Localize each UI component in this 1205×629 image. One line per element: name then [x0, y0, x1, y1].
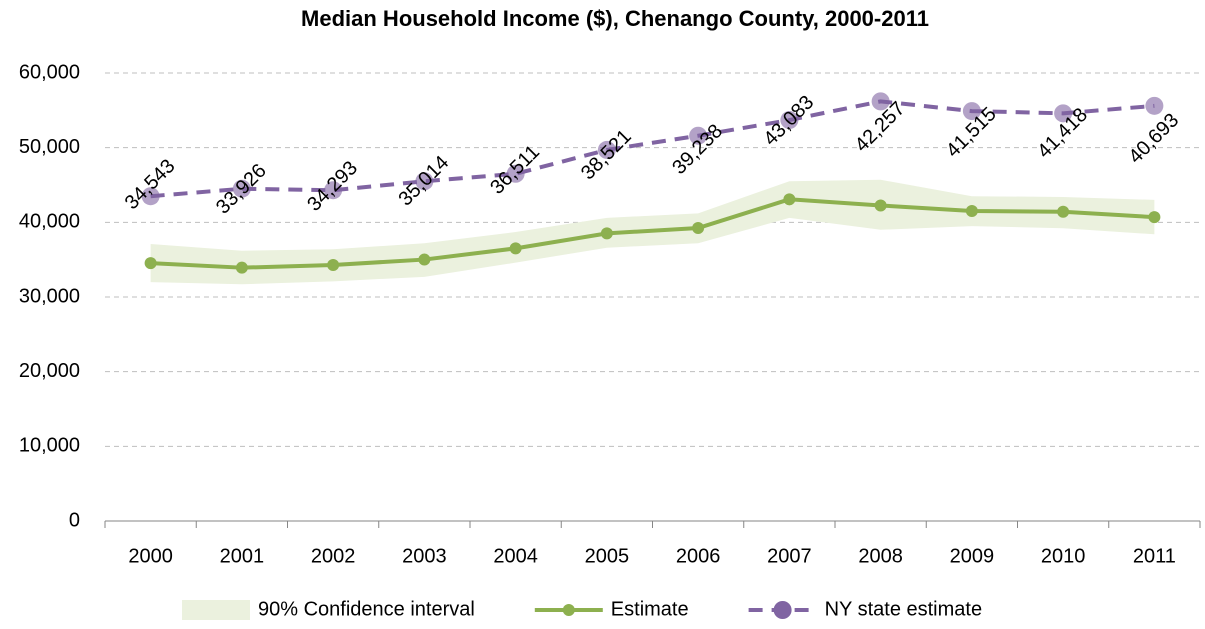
- legend-label: 90% Confidence interval: [258, 598, 475, 620]
- point: [689, 126, 708, 145]
- point: [235, 261, 248, 274]
- data-label: 43,083: [759, 91, 818, 150]
- point: [509, 242, 522, 255]
- data-label: 40,693: [1124, 109, 1183, 168]
- x-tick-label: 2007: [767, 545, 812, 567]
- y-tick-label: 0: [69, 509, 80, 531]
- x-tick-label: 2000: [128, 545, 173, 567]
- x-tick-label: 2010: [1041, 545, 1086, 567]
- x-tick-label: 2004: [493, 545, 538, 567]
- point: [692, 222, 705, 235]
- point: [962, 102, 981, 121]
- point: [327, 258, 340, 271]
- legend-swatch: [182, 600, 250, 620]
- point: [1148, 211, 1161, 224]
- point: [141, 187, 160, 206]
- point: [597, 140, 616, 159]
- legend-label: Estimate: [611, 598, 689, 620]
- point: [1057, 205, 1070, 218]
- y-tick-label: 10,000: [19, 435, 80, 457]
- data-label: 36,511: [486, 141, 544, 199]
- x-tick-label: 2008: [858, 545, 903, 567]
- point: [418, 253, 431, 266]
- y-tick-label: 30,000: [19, 285, 80, 307]
- data-label: 34,293: [303, 157, 362, 216]
- point: [324, 181, 343, 200]
- point: [871, 92, 890, 111]
- point: [506, 164, 525, 183]
- y-tick-label: 40,000: [19, 211, 80, 233]
- x-tick-label: 2009: [950, 545, 995, 567]
- point: [600, 227, 613, 240]
- y-tick-label: 60,000: [19, 61, 80, 83]
- legend-marker: [562, 604, 575, 616]
- point: [783, 193, 796, 206]
- data-label: 35,014: [394, 152, 453, 211]
- point: [965, 205, 978, 218]
- point: [1054, 104, 1073, 123]
- series-line: [150, 197, 1155, 270]
- point: [874, 199, 887, 212]
- legend-marker: [773, 601, 792, 619]
- point: [415, 172, 434, 191]
- legend-label: NY state estimate: [825, 598, 982, 620]
- x-tick-label: 2002: [311, 545, 356, 567]
- x-tick-label: 2011: [1133, 545, 1176, 567]
- x-tick-label: 2001: [220, 545, 265, 567]
- point: [144, 257, 157, 270]
- point: [780, 111, 799, 130]
- point: [232, 179, 251, 198]
- series-line: [150, 99, 1155, 199]
- x-tick-label: 2003: [402, 545, 447, 567]
- point: [1145, 96, 1164, 115]
- y-tick-label: 20,000: [19, 360, 80, 382]
- x-tick-label: 2006: [676, 545, 721, 567]
- y-tick-label: 50,000: [19, 136, 80, 158]
- x-tick-label: 2005: [585, 545, 630, 567]
- chart-title: Median Household Income ($), Chenango Co…: [301, 6, 929, 31]
